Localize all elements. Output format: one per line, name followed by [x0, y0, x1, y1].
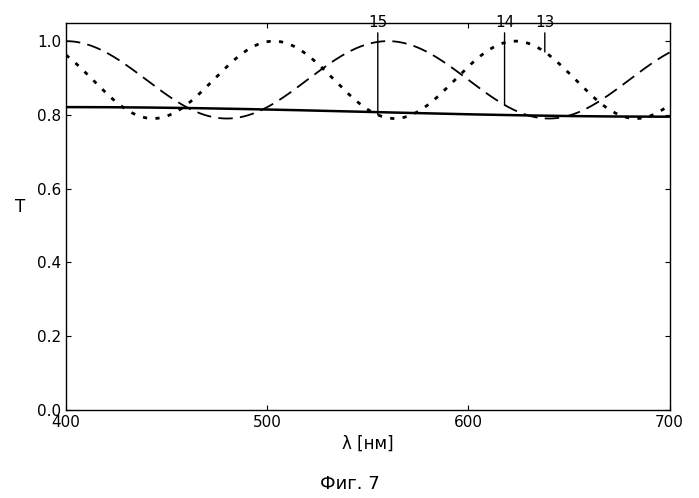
Text: Фиг. 7: Фиг. 7: [319, 475, 380, 493]
Text: 13: 13: [535, 15, 554, 52]
Text: 15: 15: [368, 15, 387, 115]
Y-axis label: T: T: [15, 198, 25, 216]
Text: 14: 14: [495, 15, 514, 105]
X-axis label: λ [нм]: λ [нм]: [342, 435, 394, 453]
